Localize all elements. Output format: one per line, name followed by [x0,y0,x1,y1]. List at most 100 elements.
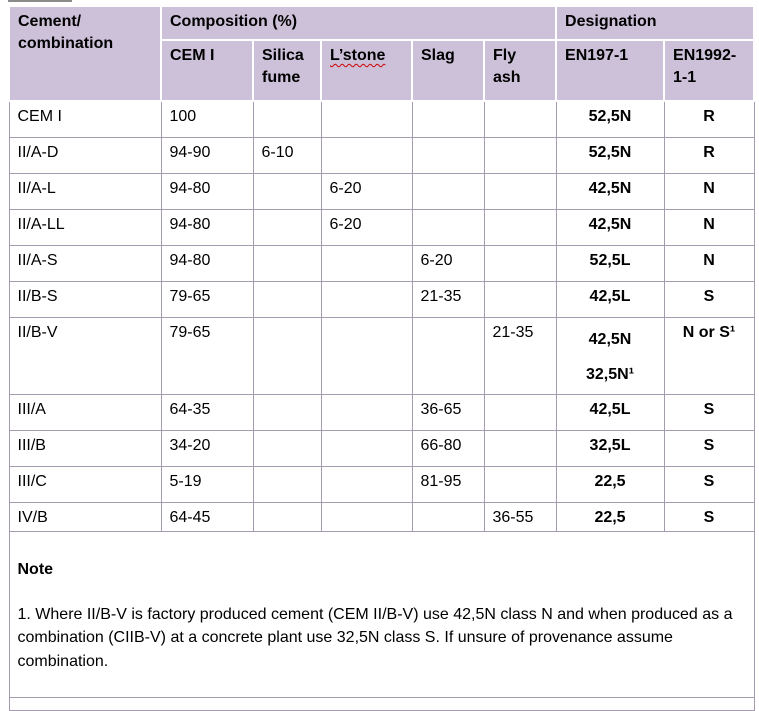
cell-lstone [320,280,413,318]
cell-en197-1: 52,5L [555,244,665,282]
header-en197-1: EN197-1 [555,39,666,102]
cell-en197-1: 52,5N [555,136,665,174]
cell-en197-1: 42,5N [555,172,665,210]
cell-fly-ash [483,244,557,282]
header-row-columns: CEM I Silica fume L’stone Slag Fly ash E… [9,39,756,102]
cell-cem-i: 64-35 [160,393,254,431]
cell-lstone [320,393,413,431]
table-row: II/A-S 94-80 6-20 52,5L N [8,244,755,282]
partial-empty-row [8,696,755,711]
cell-cement-combination: II/A-S [8,244,162,282]
cell-fly-ash: 21-35 [483,316,557,395]
table-header: Cement/ combination Composition (%) Desi… [8,5,756,102]
table-row: III/B 34-20 66-80 32,5L S [8,429,755,467]
cell-slag: 36-65 [411,393,485,431]
table-row: II/B-V 79-65 21-35 42,5N 32,5N¹ N or S¹ [8,316,755,395]
cell-fly-ash [483,208,557,246]
cell-en1992-1-1: N or S¹ [663,316,755,395]
table-row: II/B-S 79-65 21-35 42,5L S [8,280,755,318]
table-row: II/A-L 94-80 6-20 42,5N N [8,172,755,210]
cell-silica-fume [252,501,322,533]
cell-en197-1: 22,5 [555,465,665,503]
table-row: II/A-D 94-90 6-10 52,5N R [8,136,755,174]
header-slag: Slag [411,39,485,102]
cell-cement-combination: II/B-S [8,280,162,318]
header-composition: Composition (%) [159,5,558,41]
cell-cement-combination: CEM I [8,100,162,138]
cell-en1992-1-1: R [663,136,755,174]
cell-en1992-1-1: N [663,208,755,246]
cell-slag [411,501,485,533]
cell-lstone [320,244,413,282]
header-en1992-1-1: EN1992- 1-1 [663,39,756,102]
cell-lstone: 6-20 [320,172,413,210]
cell-lstone [320,465,413,503]
cell-lstone [320,136,413,174]
cell-fly-ash [483,465,557,503]
table-foot: Note 1. Where II/B-V is factory produced… [8,531,755,711]
cell-fly-ash [483,172,557,210]
cell-fly-ash [483,136,557,174]
cell-cem-i: 5-19 [160,465,254,503]
note-text: 1. Where II/B-V is factory produced ceme… [17,606,733,670]
cell-cement-combination: II/A-L [8,172,162,210]
cell-lstone [320,316,413,395]
cell-lstone [320,429,413,467]
cell-en1992-1-1: S [663,393,755,431]
cell-slag [411,136,485,174]
header-designation: Designation [555,5,756,41]
cell-fly-ash [483,429,557,467]
cell-cem-i: 79-65 [160,316,254,395]
table-row: CEM I 100 52,5N R [8,100,755,138]
cell-slag [411,316,485,395]
cell-en197-1: 42,5N 32,5N¹ [555,316,665,395]
cell-en1992-1-1: S [663,501,755,533]
table-body: CEM I 100 52,5N R II/A-D 94-90 6-10 52,5N R II/A-… [8,100,755,533]
cell-silica-fume [252,316,322,395]
cell-cement-combination: III/C [8,465,162,503]
cell-cement-combination: IV/B [8,501,162,533]
cell-fly-ash [483,280,557,318]
cell-en1992-1-1: N [663,244,755,282]
cell-cem-i: 64-45 [160,501,254,533]
note-title: Note [17,560,54,578]
cell-en1992-1-1: N [663,172,755,210]
table-row: III/A 64-35 36-65 42,5L S [8,393,755,431]
table-row: II/A-LL 94-80 6-20 42,5N N [8,208,755,246]
cell-en1992-1-1: S [663,429,755,467]
cell-slag: 66-80 [411,429,485,467]
cell-slag: 21-35 [411,280,485,318]
cell-cement-combination: III/B [8,429,162,467]
cell-lstone [320,501,413,533]
cell-en1992-1-1: R [663,100,755,138]
cell-slag: 81-95 [411,465,485,503]
cell-lstone [320,100,413,138]
cell-lstone: 6-20 [320,208,413,246]
cell-fly-ash [483,393,557,431]
note-cell: Note 1. Where II/B-V is factory produced… [8,531,755,698]
table-row: III/C 5-19 81-95 22,5 S [8,465,755,503]
cell-en197-1: 42,5N [555,208,665,246]
cropped-line-artifact [8,0,72,2]
cell-en197-1: 42,5L [555,393,665,431]
cell-silica-fume [252,465,322,503]
header-cem-i: CEM I [160,39,254,102]
cell-cem-i: 34-20 [160,429,254,467]
cell-silica-fume [252,100,322,138]
cell-slag [411,172,485,210]
cell-slag [411,208,485,246]
cell-en1992-1-1: S [663,280,755,318]
cell-fly-ash [483,100,557,138]
cell-silica-fume [252,208,322,246]
cell-silica-fume: 6-10 [252,136,322,174]
cell-silica-fume [252,172,322,210]
table-row: IV/B 64-45 36-55 22,5 S [8,501,755,533]
cell-silica-fume [252,393,322,431]
cell-cem-i: 79-65 [160,280,254,318]
cell-slag: 6-20 [411,244,485,282]
header-lstone: L’stone [320,39,413,102]
cell-en197-1: 52,5N [555,100,665,138]
cement-composition-table: Cement/ combination Composition (%) Desi… [8,5,756,711]
header-row-groups: Cement/ combination Composition (%) Desi… [8,5,756,102]
cell-cem-i: 94-80 [160,208,254,246]
